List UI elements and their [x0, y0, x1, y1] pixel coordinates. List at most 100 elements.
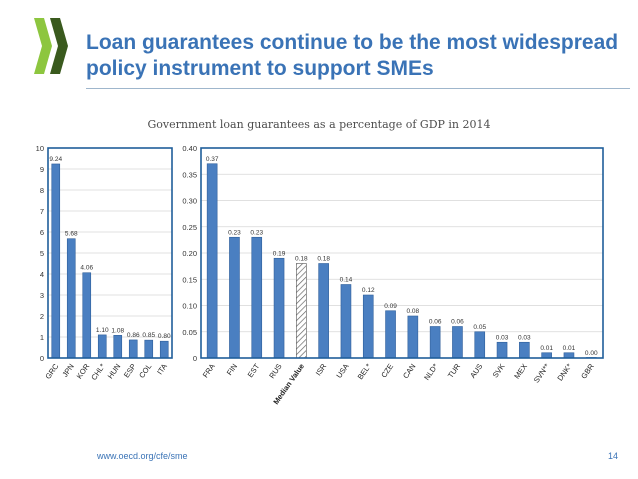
panel-frame: [200, 147, 604, 359]
bar-value-label: 0.01: [540, 345, 553, 352]
bar-value-label: 0.86: [127, 332, 140, 339]
y-tick-label: 10: [36, 144, 44, 153]
bar-value-label: 1.08: [111, 327, 124, 334]
bar-value-label: 4.06: [80, 265, 93, 272]
chart-panel-1: 0123456789109.24GRC5.68JPN4.06KOR1.10CHL…: [36, 144, 173, 382]
y-tick-label: 0: [40, 354, 44, 363]
chart-title: Government loan guarantees as a percenta…: [147, 118, 491, 131]
y-tick-label: 0.40: [182, 144, 197, 153]
y-tick-label: 0.35: [182, 170, 197, 179]
bar: [496, 341, 508, 359]
category-label: BEL*: [356, 362, 373, 381]
bar-value-label: 0.06: [451, 319, 464, 326]
bar: [159, 340, 169, 359]
bar: [340, 284, 352, 359]
y-tick-label: 4: [40, 270, 44, 279]
title-divider: [86, 88, 630, 89]
bar-value-label: 0.85: [142, 332, 155, 339]
bar: [66, 238, 76, 359]
category-label: SVK: [491, 362, 507, 379]
category-label: ISR: [314, 362, 329, 378]
page-number: 14: [607, 451, 618, 461]
y-tick-label: 9: [40, 165, 44, 174]
bar: [385, 310, 396, 359]
bar: [273, 257, 285, 359]
bar-value-label: 0.80: [158, 333, 171, 340]
bar: [407, 315, 419, 359]
category-label: GBR: [579, 362, 596, 381]
bar: [318, 263, 329, 359]
category-label: HUN: [106, 362, 123, 380]
bar: [229, 236, 240, 359]
category-label: GRC: [43, 362, 60, 381]
y-tick-label: 0.30: [182, 197, 197, 206]
bar: [128, 339, 138, 359]
bar: [452, 326, 463, 359]
median-bar: [296, 263, 307, 359]
bar-value-label: 0.09: [384, 303, 397, 310]
y-tick-label: 2: [40, 312, 44, 321]
bar-value-label: 0.19: [273, 250, 286, 257]
bar-value-label: 0.18: [317, 256, 330, 263]
category-label: FIN: [225, 362, 239, 377]
bar-value-label: 0.18: [295, 256, 308, 263]
y-tick-label: 3: [40, 291, 44, 300]
y-tick-label: 0.10: [182, 302, 197, 311]
category-label: FRA: [201, 362, 217, 379]
bar-value-label: 0.08: [407, 308, 420, 315]
bar-value-label: 9.24: [49, 156, 62, 163]
category-label: RUS: [267, 362, 283, 380]
category-label: JPN: [60, 362, 76, 379]
category-label: ITA: [155, 362, 169, 376]
y-tick-label: 0: [193, 354, 197, 363]
y-tick-label: 6: [40, 228, 44, 237]
category-label: NLD*: [422, 362, 440, 382]
bar: [97, 334, 107, 359]
bar: [251, 236, 263, 359]
bar-value-label: 1.10: [96, 327, 109, 334]
bar-value-label: 0.23: [228, 229, 241, 236]
footer-url[interactable]: www.oecd.org/cfe/sme: [97, 451, 188, 461]
y-tick-label: 7: [40, 207, 44, 216]
y-tick-label: 0.20: [182, 249, 197, 258]
y-tick-label: 8: [40, 186, 44, 195]
category-label: MEX: [512, 362, 529, 380]
bar: [519, 341, 530, 359]
bar: [144, 339, 154, 359]
bar-value-label: 0.37: [206, 156, 219, 163]
y-tick-label: 1: [40, 333, 44, 342]
category-label: ESP: [122, 362, 138, 379]
category-label: CAN: [401, 362, 417, 380]
category-label: CHL*: [89, 362, 107, 382]
bar: [429, 326, 441, 359]
y-tick-label: 0.15: [182, 275, 197, 284]
bar: [206, 163, 218, 359]
category-label: COL: [137, 362, 153, 380]
y-tick-label: 0.25: [182, 223, 197, 232]
bar-value-label: 0.14: [340, 277, 353, 284]
category-label: DNK*: [555, 362, 573, 383]
category-label: SVN**: [532, 362, 552, 385]
chart-panel-2: 0 0.05 0.10 0.15 0.20 0.25 0.30 0.35 0.40 0.37 FRA…: [182, 144, 604, 406]
bar: [82, 272, 92, 359]
category-label: EST: [246, 362, 262, 379]
bar: [474, 331, 486, 359]
bar-value-label: 0.12: [362, 287, 375, 294]
category-label: AUS: [468, 362, 484, 380]
bar-value-label: 0.03: [496, 334, 509, 341]
bar: [362, 294, 374, 359]
bar: [113, 335, 123, 359]
bar-value-label: 0.06: [429, 319, 442, 326]
bar-value-label: 0.05: [473, 324, 486, 331]
oecd-logo-icon: [34, 18, 68, 74]
category-label: TUR: [446, 362, 463, 380]
y-tick-label: 5: [40, 249, 44, 258]
panel-frame: [47, 147, 173, 359]
bar-value-label: 0.03: [518, 334, 531, 341]
bar-value-label: 0.23: [250, 229, 263, 236]
category-label: CZE: [379, 362, 395, 379]
bar-value-label: 0.01: [563, 345, 576, 352]
bar-value-label: 0.00: [585, 350, 598, 357]
y-tick-label: 0.05: [182, 328, 197, 337]
